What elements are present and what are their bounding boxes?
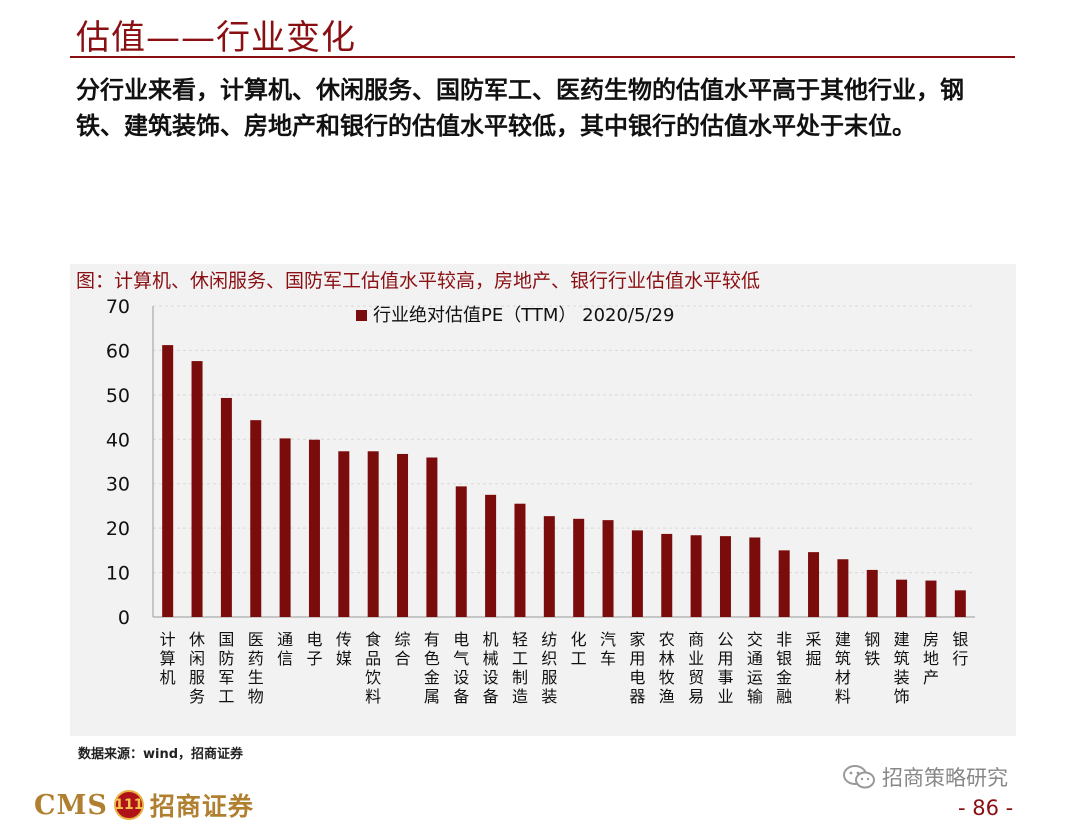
bar [514,503,526,617]
x-tick-label: 采掘 [806,630,822,668]
bar [837,559,849,617]
bar [690,535,702,617]
bar [661,533,673,617]
bar [191,361,203,617]
bar [543,516,555,617]
x-tick-label: 银行 [952,630,968,668]
x-tick-label: 机械设备 [483,630,499,706]
x-tick-label: 房地产 [923,630,939,687]
bar [485,494,497,617]
bar [426,457,438,617]
bar [308,439,320,617]
x-tick-label: 医药生物 [248,630,264,706]
y-tick-label: 50 [106,385,130,407]
bar [279,438,291,617]
x-tick-label: 电气设备 [453,630,469,706]
x-tick-label: 食品饮料 [365,630,381,706]
x-tick-label: 交通运输 [747,630,763,706]
summary-text: 分行业来看，计算机、休闲服务、国防军工、医药生物的估值水平高于其他行业，钢铁、建… [76,76,964,140]
y-tick-label: 10 [106,563,130,585]
legend-swatch [356,310,367,321]
bar [749,537,761,617]
bar [719,536,731,617]
x-tick-label: 计算机 [160,630,176,687]
bar [220,397,232,617]
bar [954,590,966,617]
legend-label: 行业绝对估值PE（TTM） 2020/5/29 [373,305,674,326]
x-tick-label: 商业贸易 [688,630,704,706]
x-tick-label: 轻工制造 [512,630,528,706]
logo-cms-text: CMS [34,789,108,821]
bar [250,420,262,617]
bar [338,451,350,617]
x-tick-label: 休闲服务 [189,630,205,706]
bar [397,453,409,617]
y-tick-label: 0 [118,607,130,629]
x-tick-label: 建筑材料 [835,630,851,706]
x-tick-label: 非银金融 [776,630,792,706]
bar-chart: 0 10 20 30 40 50 60 70 计算机休闲服务国防军工医药生物通信电子传媒食品饮料… [106,296,975,706]
x-tick-label: 纺织服装 [541,630,557,706]
logo-chinese-text: 招商证券 [149,792,254,821]
x-tick-label: 通信 [277,630,293,668]
bar [925,580,937,617]
y-tick-label: 60 [106,340,130,362]
x-tick-label: 公用事业 [717,630,733,706]
title-divider [70,56,1015,58]
chart-heading: 图：计算机、休闲服务、国防军工估值水平较高，房地产、银行行业估值水平较低 [76,270,761,292]
x-tick-label: 有色金属 [424,630,440,706]
x-tick-label: 化工 [571,630,587,668]
x-tick-label: 家用电器 [629,630,645,706]
page-title: 估值——行业变化 [76,18,356,58]
bar [573,518,585,617]
y-tick-label: 70 [106,296,130,318]
bar [602,520,614,617]
x-tick-label: 汽车 [600,630,616,668]
x-tick-label: 电子 [306,630,322,668]
x-tick-label: 建筑装饰 [894,630,910,706]
logo-badge-icon: 111 [113,790,144,820]
bar [367,451,379,617]
y-tick-label: 20 [106,518,130,540]
bar [866,569,878,617]
bar [162,345,174,617]
y-tick-label: 30 [106,474,130,496]
x-tick-label: 传媒 [336,630,352,668]
page-number: - 86 - [958,796,1014,820]
x-tick-label: 农林牧渔 [659,630,675,706]
x-tick-label: 国防军工 [218,630,234,706]
x-tick-label: 钢铁 [864,630,880,668]
company-logo: CMS 111 招商证券 [34,788,254,822]
bar [896,579,908,617]
bar [631,530,643,617]
bar [455,486,467,617]
y-tick-label: 40 [106,429,130,451]
wechat-watermark: 招商策略研究 [842,762,1008,792]
bar [778,550,790,617]
x-tick-label: 综合 [395,630,411,668]
bar [808,552,820,617]
wechat-account-name: 招商策略研究 [882,766,1008,790]
wechat-icon [843,765,875,789]
data-source: 数据来源：wind，招商证券 [78,747,244,762]
